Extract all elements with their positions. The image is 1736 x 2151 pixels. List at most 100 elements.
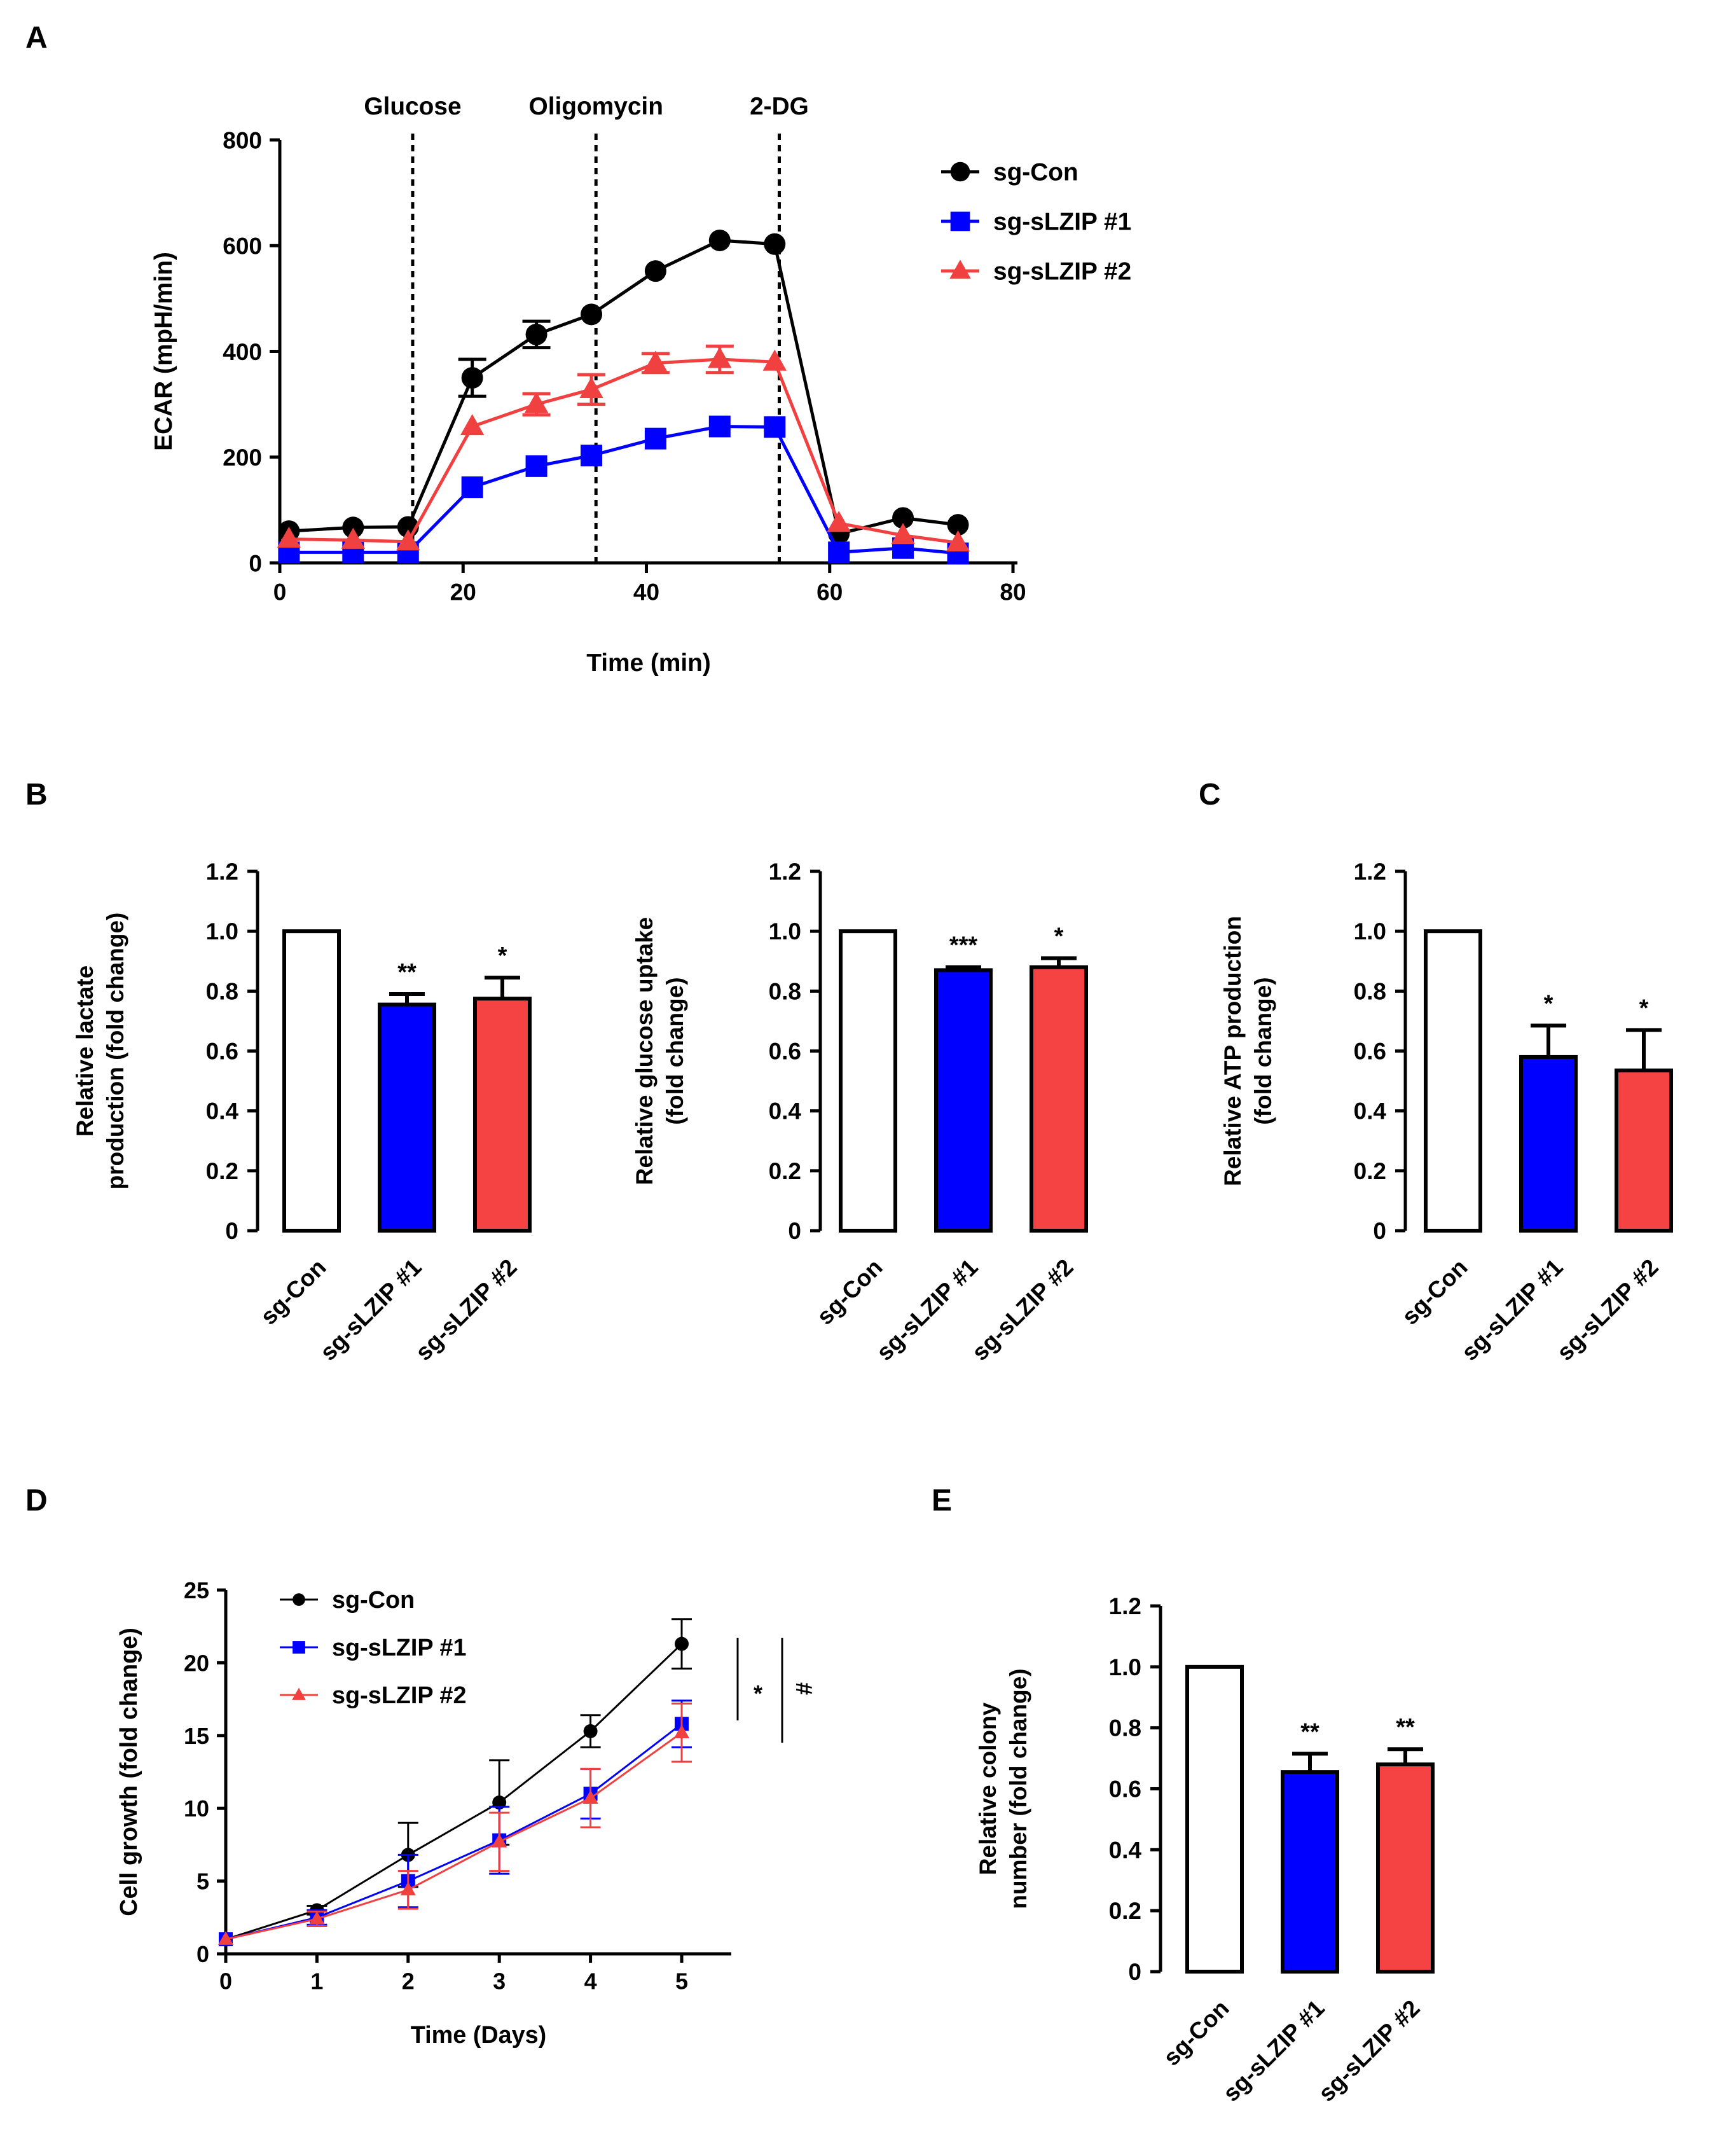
panel-c-ytick-label: 0.6 xyxy=(1354,1039,1386,1065)
panel-a-x-label: Time (min) xyxy=(586,649,711,677)
panel-b2-category-label-1: sg-sLZIP #1 xyxy=(871,1254,982,1366)
panel-b1-bar-0 xyxy=(282,929,341,1233)
panel-d-point-2-1 xyxy=(309,1911,325,1925)
panel-a-point-0-5 xyxy=(581,303,603,326)
panel-b1-bar-1 xyxy=(378,1002,436,1233)
panel-b2-category-label-0: sg-Con xyxy=(812,1254,888,1330)
panel-b1-ytick-label: 0.6 xyxy=(206,1039,238,1065)
panel-a-xtick-label: 20 xyxy=(450,579,476,605)
panel-a-point-1-5 xyxy=(581,445,603,467)
panel-b1-ytick-label: 0.2 xyxy=(206,1158,238,1184)
panel-d-point-2-4 xyxy=(582,1790,598,1804)
panel-a-point-0-1 xyxy=(342,516,364,539)
panel-a-y-label: ECAR (mpH/min) xyxy=(150,252,177,451)
panel-d-significance-0: * xyxy=(754,1680,762,1706)
panel-a-legend-marker-2 xyxy=(949,259,971,279)
panel-c-y-label-0: Relative ATP production xyxy=(1220,916,1246,1186)
panel-b2-ytick-label: 1.0 xyxy=(769,918,801,944)
panel-d-point-0-4 xyxy=(583,1724,598,1738)
panel-c-ytick-label: 0.4 xyxy=(1354,1098,1387,1124)
panel-d-ytick-label: 0 xyxy=(196,1941,209,1967)
panel-d-point-0-5 xyxy=(675,1636,689,1651)
panel-b1-category-label-1: sg-sLZIP #1 xyxy=(315,1254,426,1366)
panel-e-ytick-label: 1.2 xyxy=(1109,1593,1141,1619)
panel-a-point-1-6 xyxy=(644,427,666,450)
panel-label-b: B xyxy=(25,778,48,812)
panel-b2-significance-2: * xyxy=(1054,923,1064,950)
panel-a-point-0-11 xyxy=(947,514,969,536)
panel-d-ytick-label: 20 xyxy=(184,1650,209,1676)
panel-c-category-label-0: sg-Con xyxy=(1397,1254,1473,1330)
panel-d-point-2-5 xyxy=(673,1724,690,1739)
panel-d-xtick-label: 1 xyxy=(310,1968,323,1994)
panel-d-legend-label-1: sg-sLZIP #1 xyxy=(332,1635,466,1661)
panel-c-ytick-label: 0.2 xyxy=(1354,1158,1386,1184)
panel-a-point-2-10 xyxy=(891,523,915,544)
panel-e-category-label-2: sg-sLZIP #2 xyxy=(1313,1995,1424,2106)
panel-c-bar-2 xyxy=(1615,1069,1673,1233)
panel-c-ytick-label: 0 xyxy=(1373,1218,1386,1244)
panel-d-ytick-label: 5 xyxy=(196,1869,209,1895)
panel-b2-bar-0 xyxy=(839,929,897,1233)
panel-e-ytick-label: 0.8 xyxy=(1109,1715,1141,1741)
panel-b2-y-label-0: Relative glucose uptake xyxy=(631,917,658,1186)
panel-a-ytick-label: 800 xyxy=(223,127,262,153)
panel-e-significance-2: ** xyxy=(1396,1714,1415,1741)
panel-a-point-0-7 xyxy=(708,229,731,251)
panel-a-ytick-label: 600 xyxy=(223,233,262,259)
panel-b1-ytick-label: 1.2 xyxy=(206,859,238,885)
panel-a-point-2-9 xyxy=(827,511,851,532)
panel-a-legend-label-2: sg-sLZIP #2 xyxy=(993,258,1131,285)
panel-d-ytick-label: 15 xyxy=(184,1723,209,1749)
panel-c-ytick-label: 1.2 xyxy=(1354,859,1386,885)
panel-e-ytick-label: 0.6 xyxy=(1109,1776,1141,1802)
panel-a-legend-marker-0 xyxy=(950,162,970,182)
panel-d-legend-marker-2 xyxy=(292,1687,306,1700)
panel-a-point-0-10 xyxy=(892,507,914,529)
panel-d-significance-1: # xyxy=(791,1682,817,1695)
panel-a-point-2-2 xyxy=(396,529,420,551)
panel-a-xtick-label: 40 xyxy=(633,579,659,605)
panel-b2-ytick-label: 0 xyxy=(788,1218,801,1244)
panel-a-point-2-1 xyxy=(341,527,365,549)
panel-label-d: D xyxy=(25,1484,48,1518)
panel-a-point-2-7 xyxy=(708,347,732,368)
panel-a-series-line-0 xyxy=(289,239,958,536)
panel-b1-y-label-0: Relative lactate xyxy=(72,965,98,1137)
panel-d-x-label: Time (Days) xyxy=(411,2022,547,2049)
panel-d-xtick-label: 2 xyxy=(402,1968,415,1994)
panel-a-vline-label-1: Oligomycin xyxy=(529,93,663,120)
panel-d-point-2-2 xyxy=(400,1881,416,1896)
panel-a-point-2-8 xyxy=(762,349,787,371)
panel-e-y-label-0: Relative colony xyxy=(975,1702,1001,1875)
panel-b1-category-label-0: sg-Con xyxy=(256,1254,331,1330)
panel-a-point-0-8 xyxy=(764,233,786,255)
panel-e-ytick-label: 1.0 xyxy=(1109,1654,1141,1680)
panel-d-xtick-label: 3 xyxy=(493,1968,506,1994)
panel-d-series-line-2 xyxy=(225,1732,682,1940)
panel-a-point-0-6 xyxy=(644,260,666,282)
panel-c-y-label-1: (fold change) xyxy=(1250,977,1276,1124)
panel-a-vline-label-0: Glucose xyxy=(364,93,461,120)
panel-e-ytick-label: 0.4 xyxy=(1109,1837,1142,1863)
panel-d-ytick-label: 10 xyxy=(184,1795,209,1822)
panel-d-xtick-label: 5 xyxy=(675,1968,688,1994)
panel-a-point-1-3 xyxy=(461,476,483,499)
panel-a-point-2-11 xyxy=(946,530,970,552)
panel-a-point-2-4 xyxy=(524,392,549,413)
panel-b1-ytick-label: 1.0 xyxy=(206,918,238,944)
panel-d-legend-label-0: sg-Con xyxy=(332,1587,415,1614)
panel-c-category-label-2: sg-sLZIP #2 xyxy=(1552,1254,1663,1366)
panel-c-bar-0 xyxy=(1424,929,1482,1233)
panel-d-series-line-0 xyxy=(225,1643,683,1940)
panel-a-point-0-3 xyxy=(461,367,483,389)
panel-a-point-1-8 xyxy=(764,416,786,438)
panel-b2-ytick-label: 0.6 xyxy=(769,1039,801,1065)
panel-a-vline-label-2: 2-DG xyxy=(750,93,809,120)
panel-b1-ytick-label: 0 xyxy=(225,1218,238,1244)
panel-d-series-line-1 xyxy=(225,1723,682,1940)
panel-b2-bar-1 xyxy=(934,968,993,1233)
panel-a-point-2-0 xyxy=(277,527,301,548)
panel-c-bar-1 xyxy=(1519,1055,1578,1233)
